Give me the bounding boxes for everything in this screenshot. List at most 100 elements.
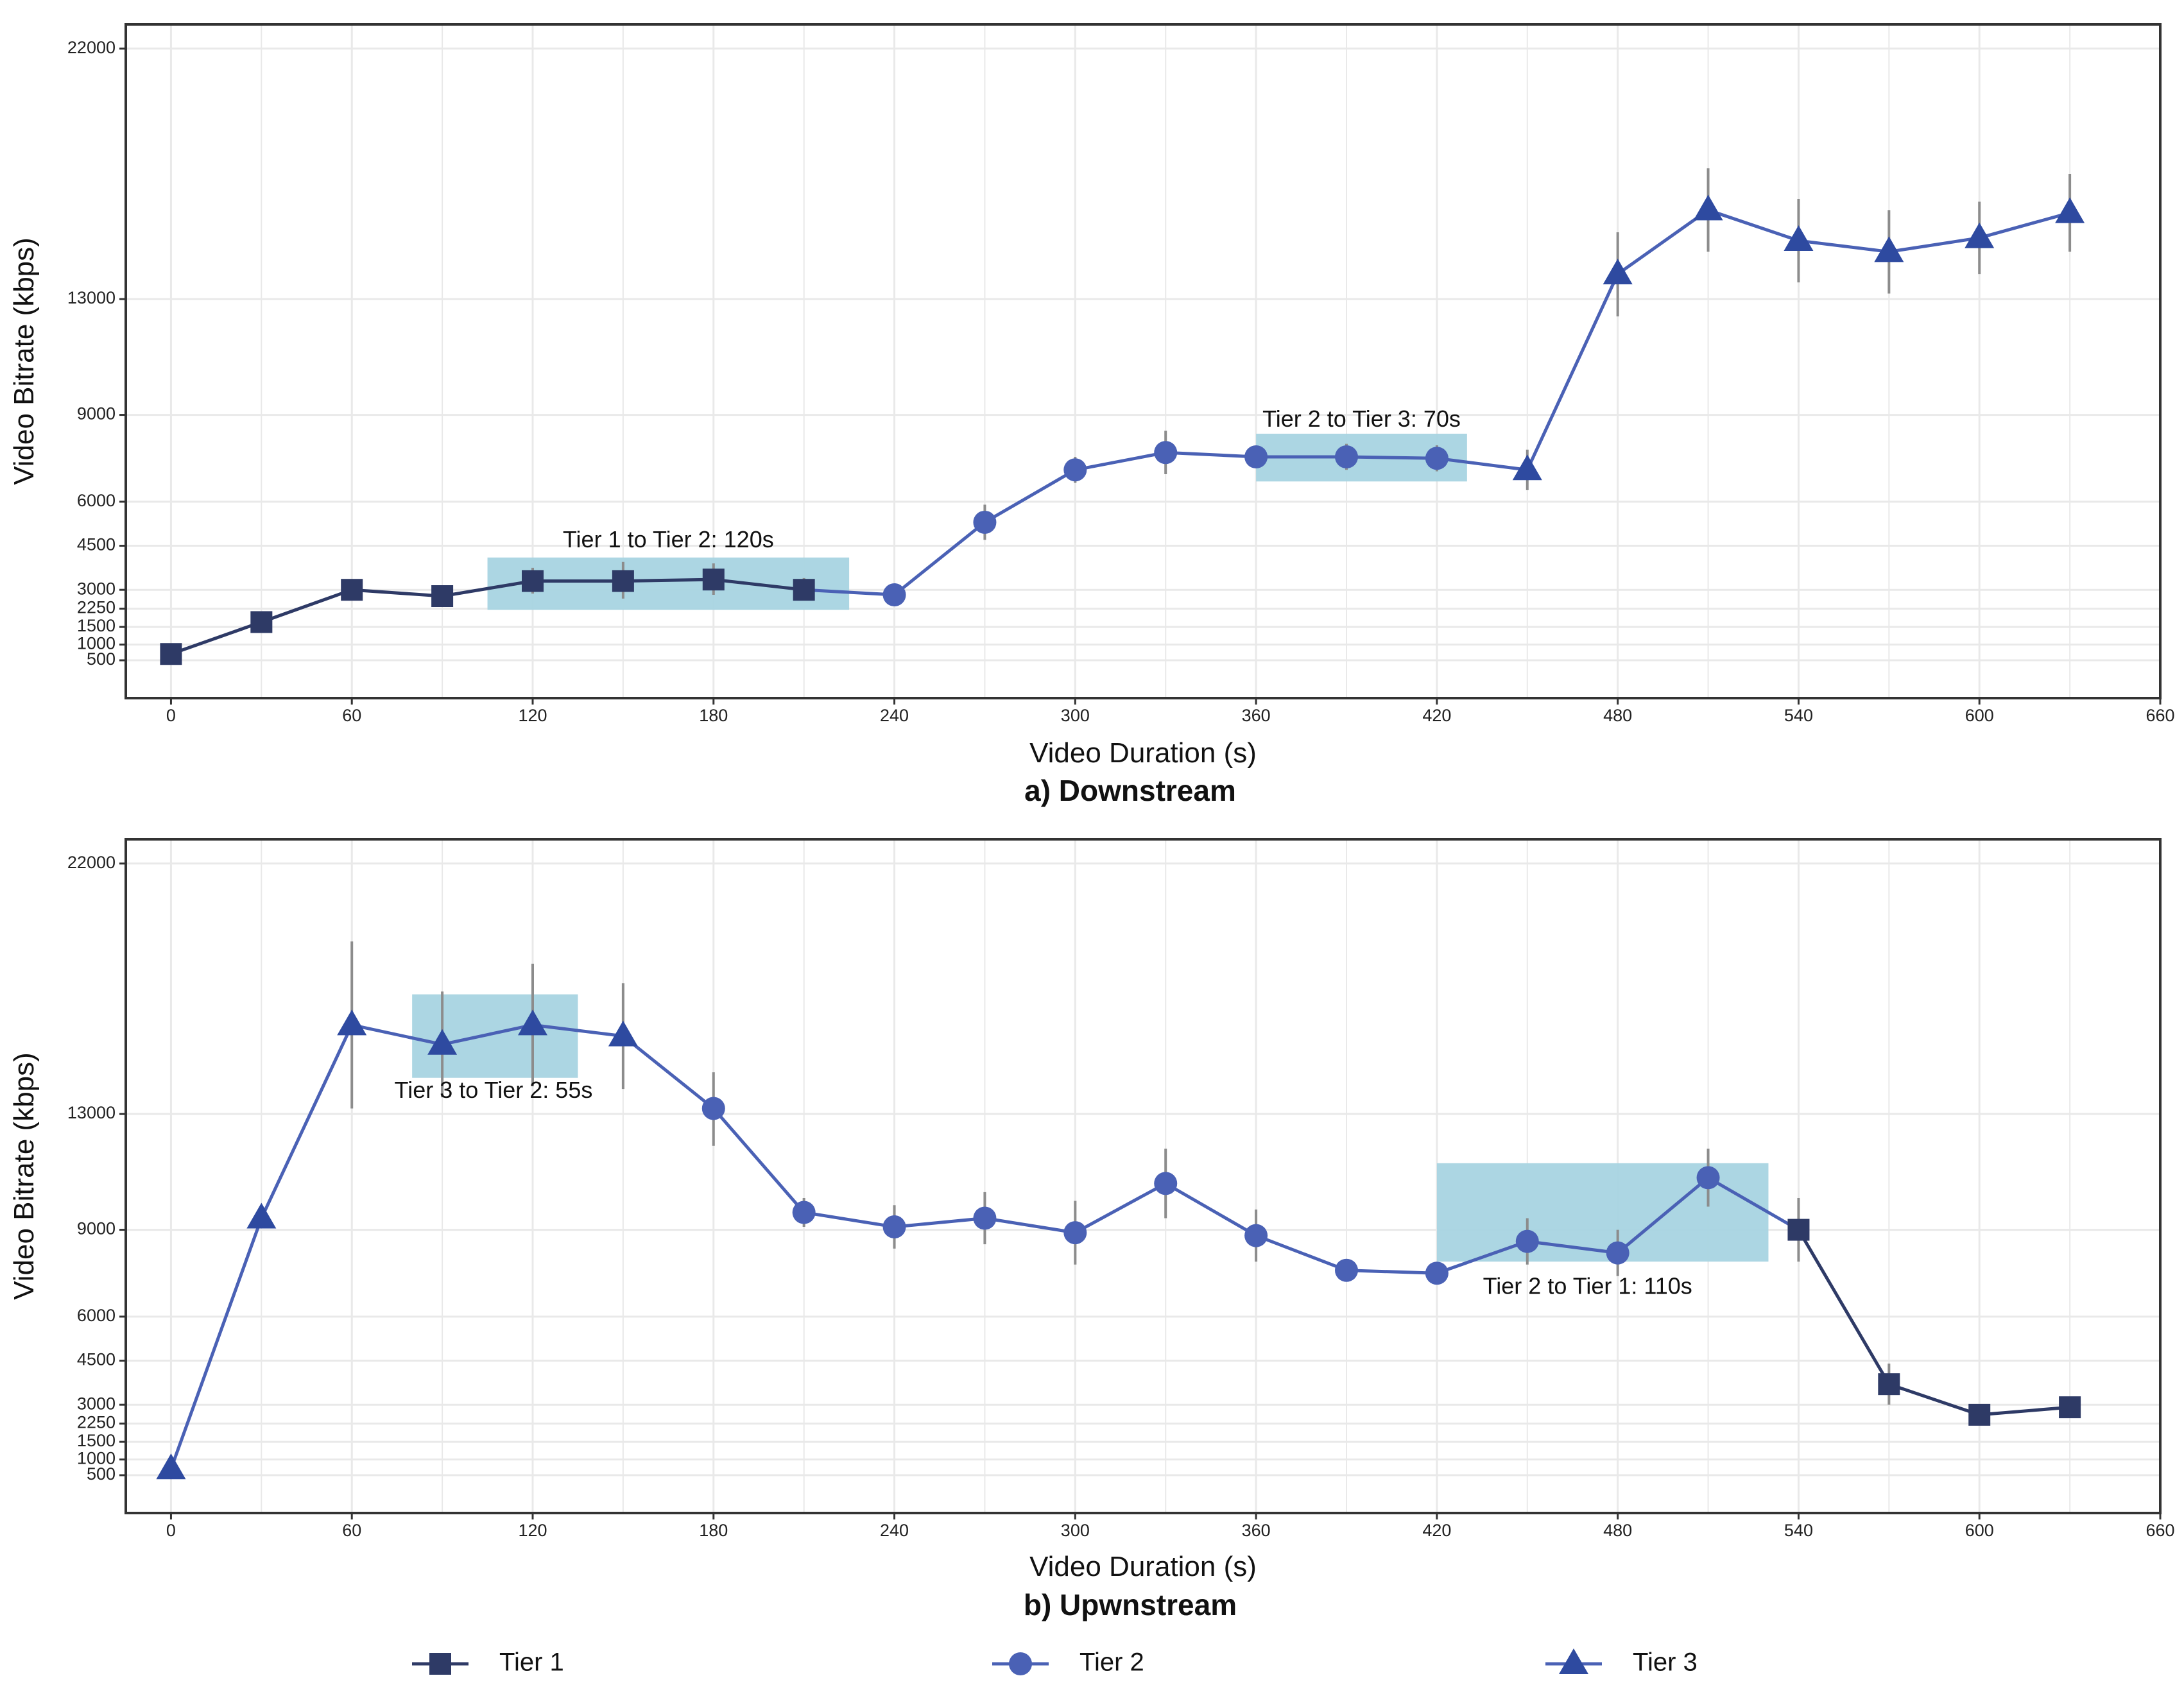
panel-border bbox=[125, 23, 2162, 699]
series-line-segment bbox=[1888, 236, 1980, 253]
legend-marker-square bbox=[429, 1653, 451, 1675]
y-tick-label: 13000 bbox=[67, 1103, 116, 1122]
data-point-tier3 bbox=[518, 1009, 547, 1036]
data-point-tier1 bbox=[2059, 1396, 2081, 1419]
x-tick-label: 660 bbox=[2145, 706, 2174, 725]
panel-border bbox=[125, 838, 2162, 1514]
x-tick-label: 0 bbox=[166, 706, 176, 725]
series-line-segment bbox=[1707, 1176, 1800, 1231]
data-point-tier2 bbox=[1425, 447, 1449, 470]
series-line-segment bbox=[1436, 456, 1528, 472]
x-tick-label: 120 bbox=[518, 706, 547, 725]
y-tick-label: 22000 bbox=[67, 38, 116, 57]
data-point-tier1 bbox=[250, 611, 273, 633]
x-tick-label: 60 bbox=[342, 706, 361, 725]
series-line-segment bbox=[1436, 1240, 1528, 1275]
data-point-tier2 bbox=[1696, 1166, 1720, 1190]
y-tick-label: 1000 bbox=[77, 634, 116, 653]
x-axis-title: Video Duration (s) bbox=[1029, 737, 1257, 769]
series-line-segment bbox=[1707, 208, 1800, 243]
series-line-segment bbox=[1346, 455, 1437, 460]
data-point-tier1 bbox=[522, 570, 544, 592]
y-tick-label: 6000 bbox=[77, 1306, 116, 1325]
series-line-segment bbox=[1074, 450, 1166, 472]
x-tick-label: 60 bbox=[342, 1521, 361, 1540]
panel-title: b) Upwnstream bbox=[1024, 1588, 1237, 1621]
legend-label: Tier 1 bbox=[499, 1648, 564, 1677]
series-line-segment bbox=[713, 577, 804, 592]
series-line-segment bbox=[442, 579, 533, 598]
y-tick-label: 500 bbox=[87, 649, 116, 669]
y-tick-label: 22000 bbox=[67, 853, 116, 872]
data-point-tier2 bbox=[1335, 1258, 1358, 1282]
y-tick-label: 1500 bbox=[77, 616, 116, 635]
series-line-segment bbox=[1888, 1382, 1981, 1417]
y-tick-label: 2250 bbox=[77, 598, 116, 617]
series-line-segment bbox=[894, 1217, 985, 1229]
x-tick-label: 240 bbox=[880, 1521, 909, 1540]
data-point-tier3 bbox=[1512, 454, 1542, 481]
x-tick-label: 120 bbox=[518, 1521, 547, 1540]
y-axis-title: Video Bitrate (kbps) bbox=[8, 237, 40, 485]
data-point-tier3 bbox=[1693, 194, 1723, 221]
data-point-tier1 bbox=[1878, 1373, 1900, 1396]
series-line-segment bbox=[442, 1023, 533, 1047]
series-line-segment bbox=[1797, 1229, 1891, 1385]
annotation-label: Tier 1 to Tier 2: 120s bbox=[563, 526, 774, 552]
series-line-segment bbox=[804, 588, 895, 597]
x-tick-label: 480 bbox=[1603, 1521, 1632, 1540]
x-tick-label: 360 bbox=[1242, 1521, 1271, 1540]
transition-highlight bbox=[487, 557, 850, 610]
series-line-segment bbox=[1979, 211, 2070, 240]
y-tick-label: 2250 bbox=[77, 1413, 116, 1432]
x-tick-label: 420 bbox=[1422, 706, 1451, 725]
data-point-tier2 bbox=[973, 510, 997, 534]
series-line-segment bbox=[1346, 1269, 1437, 1275]
legend: Tier 1 Tier 2 Tier 3 bbox=[412, 1648, 1698, 1677]
data-point-tier3 bbox=[156, 1453, 186, 1480]
y-tick-label: 9000 bbox=[77, 404, 116, 423]
series-line-segment bbox=[1617, 1176, 1710, 1254]
legend-label: Tier 3 bbox=[1633, 1648, 1698, 1677]
data-point-tier1 bbox=[1968, 1403, 1991, 1426]
data-point-tier2 bbox=[1425, 1262, 1449, 1285]
data-point-tier2 bbox=[1606, 1241, 1629, 1265]
annotation-label: Tier 2 to Tier 1: 110s bbox=[1483, 1272, 1692, 1299]
data-point-tier2 bbox=[701, 1097, 725, 1120]
x-tick-label: 300 bbox=[1061, 1521, 1090, 1540]
x-tick-label: 240 bbox=[880, 706, 909, 725]
x-tick-label: 180 bbox=[699, 706, 728, 725]
data-point-tier3 bbox=[246, 1202, 277, 1229]
series-line-segment bbox=[169, 1217, 263, 1470]
data-point-tier3 bbox=[1874, 236, 1904, 262]
data-point-tier2 bbox=[882, 583, 906, 607]
legend-marker-circle bbox=[1009, 1652, 1032, 1675]
series-line-segment bbox=[623, 577, 714, 583]
data-point-tier3 bbox=[337, 1009, 367, 1036]
series-line-segment bbox=[1526, 273, 1619, 471]
data-point-tier1 bbox=[1787, 1219, 1810, 1241]
x-tick-label: 180 bbox=[699, 1521, 728, 1540]
y-tick-label: 1500 bbox=[77, 1431, 116, 1450]
series-line-segment bbox=[532, 1023, 624, 1038]
data-point-tier1 bbox=[793, 579, 815, 601]
series-line-segment bbox=[1255, 1234, 1347, 1272]
data-point-tier3 bbox=[1603, 259, 1633, 285]
data-point-tier3 bbox=[427, 1029, 458, 1055]
panel-downstream: Tier 1 to Tier 2: 120s Tier 2 to Tier 3: … bbox=[8, 23, 2175, 807]
x-tick-label: 360 bbox=[1242, 706, 1271, 725]
data-point-tier2 bbox=[973, 1206, 997, 1230]
data-point-tier2 bbox=[882, 1215, 906, 1239]
y-tick-label: 4500 bbox=[77, 1350, 116, 1369]
series-line-segment bbox=[260, 1024, 354, 1219]
data-point-tier1 bbox=[431, 585, 454, 608]
series-line-segment bbox=[804, 1211, 895, 1229]
data-point-tier2 bbox=[1154, 441, 1178, 465]
data-point-tier2 bbox=[1244, 1224, 1268, 1247]
x-tick-label: 540 bbox=[1784, 706, 1813, 725]
series-line-segment bbox=[1527, 1240, 1618, 1255]
series-line-segment bbox=[712, 1107, 805, 1214]
data-point-tier2 bbox=[1515, 1229, 1539, 1253]
y-tick-label: 13000 bbox=[67, 288, 116, 307]
